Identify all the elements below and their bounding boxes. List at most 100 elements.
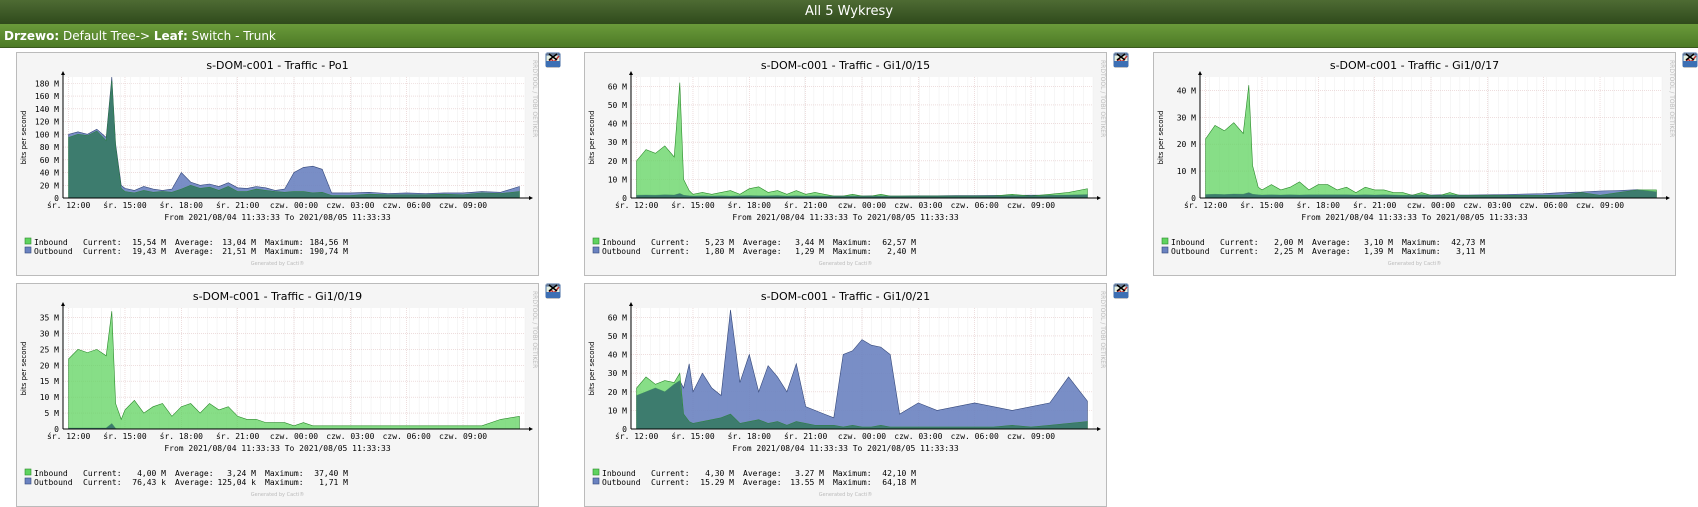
x-tick-label: czw. 06:00: [951, 201, 999, 210]
x-tick-label: czw. 00:00: [270, 432, 318, 441]
x-tick-label: śr. 18:00: [1297, 200, 1341, 210]
current-value-out: 15.29 M: [700, 478, 734, 487]
legend-swatch-out: [592, 246, 600, 254]
export-icon[interactable]: [1113, 283, 1129, 299]
date-range: From 2021/08/04 11:33:33 To 2021/08/05 1…: [164, 444, 391, 453]
export-icon[interactable]: [545, 283, 561, 299]
leaf-label: Leaf:: [153, 29, 188, 43]
maximum-label: Maximum:: [833, 238, 872, 247]
x-axis-arrow: [1666, 196, 1670, 200]
current-value-out: 1,80 M: [705, 247, 734, 256]
x-tick-label: czw. 03:00: [894, 201, 942, 210]
y-axis-label: bits per second: [20, 342, 28, 396]
legend-label-in: Inbound: [602, 469, 636, 478]
y-tick-label: 10 M: [1177, 167, 1196, 176]
outbound-area: [636, 309, 1088, 430]
current-value-out: 76,43 k: [132, 478, 166, 487]
x-axis-arrow: [1097, 196, 1101, 200]
average-value-in: 13,04 M: [222, 238, 256, 247]
graph-title: s-DOM-c001 - Traffic - Gi1/0/21: [761, 290, 930, 303]
y-tick-label: 120 M: [35, 118, 59, 127]
x-tick-label: czw. 09:00: [439, 201, 487, 210]
leaf-value[interactable]: Switch - Trunk: [191, 29, 276, 43]
legend-label-out: Outbound: [34, 247, 73, 256]
current-label: Current:: [651, 238, 690, 247]
maximum-label: Maximum:: [265, 238, 304, 247]
current-value-in: 2,00 M: [1274, 238, 1303, 247]
x-tick-label: czw. 03:00: [1463, 201, 1511, 210]
traffic-graph[interactable]: s-DOM-c001 - Traffic - Gi1/0/19 0 5 M 10 M 1…: [16, 283, 539, 507]
tree-value[interactable]: Default Tree->: [62, 29, 151, 43]
y-tick-label: 20 M: [1177, 140, 1196, 149]
current-label: Current:: [1220, 247, 1259, 256]
maximum-value-out: 2,40 M: [887, 247, 916, 256]
current-value-out: 2,25 M: [1274, 247, 1303, 256]
export-icon[interactable]: [1113, 52, 1129, 68]
maximum-label: Maximum:: [833, 478, 872, 487]
average-value-out: 1,29 M: [795, 247, 824, 256]
x-tick-label: śr. 15:00: [671, 431, 715, 441]
y-tick-label: 0: [1191, 194, 1196, 203]
average-label: Average:: [743, 478, 782, 487]
graph-panel[interactable]: s-DOM-c001 - Traffic - Gi1/0/15 0 10 M 20 M…: [584, 52, 1129, 276]
average-label: Average:: [175, 478, 214, 487]
current-value-in: 5,23 M: [705, 238, 734, 247]
legend-label-in: Inbound: [602, 238, 636, 247]
date-range: From 2021/08/04 11:33:33 To 2021/08/05 1…: [732, 444, 959, 453]
x-tick-label: czw. 06:00: [951, 432, 999, 441]
traffic-graph[interactable]: s-DOM-c001 - Traffic - Po1 0 20 M 40 M 60 M 8…: [16, 52, 539, 276]
y-axis-label: bits per second: [588, 111, 596, 165]
x-tick-label: czw. 00:00: [1407, 201, 1455, 210]
generated-by: Generated by Cacti®: [251, 260, 305, 267]
export-icon[interactable]: [1682, 52, 1698, 68]
maximum-label: Maximum:: [1402, 238, 1441, 247]
legend-label-out: Outbound: [34, 478, 73, 487]
average-label: Average:: [175, 238, 214, 247]
legend-label-in: Inbound: [1171, 238, 1205, 247]
y-axis-arrow: [1198, 71, 1202, 75]
overlap-area: [68, 80, 520, 198]
current-label: Current:: [83, 478, 122, 487]
current-label: Current:: [83, 247, 122, 256]
x-tick-label: czw. 00:00: [838, 201, 886, 210]
y-axis-label: bits per second: [20, 111, 28, 165]
graph-title: s-DOM-c001 - Traffic - Gi1/0/15: [761, 59, 930, 72]
traffic-graph[interactable]: s-DOM-c001 - Traffic - Gi1/0/15 0 10 M 20 M…: [584, 52, 1107, 276]
legend-swatch-out: [24, 246, 32, 254]
current-label: Current:: [651, 247, 690, 256]
tree-label: Drzewo:: [4, 29, 60, 43]
current-value-in: 15,54 M: [132, 238, 166, 247]
graph-panel[interactable]: s-DOM-c001 - Traffic - Gi1/0/21 0 10 M 20 M…: [584, 283, 1129, 507]
legend-swatch-out: [592, 477, 600, 485]
traffic-graph[interactable]: s-DOM-c001 - Traffic - Gi1/0/17 0 10 M 20 M…: [1153, 52, 1676, 276]
average-value-out: 21,51 M: [222, 247, 256, 256]
export-icon[interactable]: [545, 52, 561, 68]
average-value-in: 3,44 M: [795, 238, 824, 247]
graph-panel[interactable]: s-DOM-c001 - Traffic - Po1 0 20 M 40 M 60 M 8…: [16, 52, 561, 276]
current-label: Current:: [83, 238, 122, 247]
legend-swatch-in: [592, 468, 600, 476]
generated-by: Generated by Cacti®: [251, 491, 305, 498]
x-tick-label: czw. 09:00: [1007, 201, 1055, 210]
y-axis-label: bits per second: [588, 342, 596, 396]
current-label: Current:: [1220, 238, 1259, 247]
y-tick-label: 5 M: [45, 409, 60, 418]
graph-panel[interactable]: s-DOM-c001 - Traffic - Gi1/0/19 0 5 M 10 M 1…: [16, 283, 561, 507]
overlap-area: [68, 423, 520, 429]
y-tick-label: 80 M: [40, 143, 59, 152]
x-tick-label: śr. 12:00: [615, 431, 659, 441]
average-label: Average:: [175, 247, 214, 256]
graph-panel[interactable]: s-DOM-c001 - Traffic - Gi1/0/17 0 10 M 20 M…: [1153, 52, 1698, 276]
x-axis-arrow: [1097, 427, 1101, 431]
x-axis-arrow: [529, 427, 533, 431]
y-tick-label: 0: [54, 194, 59, 203]
y-tick-label: 35 M: [40, 314, 59, 323]
rrdtool-watermark: RRDTOOL / TOBI OETIKER: [1099, 291, 1106, 368]
legend-swatch-in: [24, 237, 32, 245]
x-tick-label: śr. 15:00: [671, 200, 715, 210]
traffic-graph[interactable]: s-DOM-c001 - Traffic - Gi1/0/21 0 10 M 20 M…: [584, 283, 1107, 507]
current-label: Current:: [83, 469, 122, 478]
average-value-out: 125,04 k: [217, 478, 256, 487]
average-label: Average:: [743, 247, 782, 256]
y-tick-label: 100 M: [35, 130, 59, 139]
